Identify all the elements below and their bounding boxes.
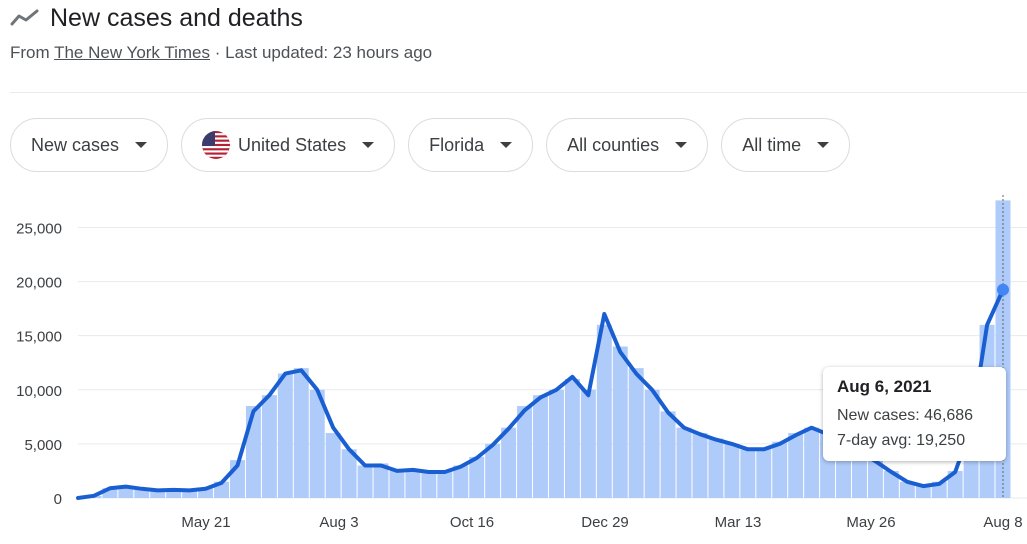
tooltip-date: Aug 6, 2021 (837, 377, 932, 396)
case-bar (245, 406, 261, 498)
case-bar (740, 449, 756, 498)
chevron-down-icon (675, 142, 688, 148)
y-tick-label: 10,000 (16, 383, 62, 400)
metric-dropdown[interactable]: New cases (10, 118, 169, 172)
source-line: From The New York Times · Last updated: … (10, 43, 432, 63)
case-bar (867, 460, 883, 498)
time-range-dropdown[interactable]: All time (721, 118, 851, 172)
case-bar (596, 324, 612, 498)
case-bar (548, 389, 564, 498)
case-bar (261, 395, 277, 498)
chevron-down-icon (817, 142, 830, 148)
case-bar (533, 395, 548, 498)
case-bar (660, 411, 676, 498)
case-bar (373, 463, 389, 498)
trend-line-icon (10, 9, 39, 26)
case-bar (915, 485, 931, 498)
case-bar (134, 489, 150, 498)
case-bar (724, 443, 740, 498)
case-bar (644, 389, 660, 498)
case-bar (182, 490, 198, 498)
case-bar (851, 449, 867, 498)
case-bar (166, 489, 182, 498)
case-bar (692, 433, 708, 498)
x-tick-label: May 26 (846, 514, 895, 531)
state-dropdown-label: Florida (429, 134, 485, 155)
case-bar (357, 465, 373, 498)
title-row: New cases and deaths (10, 0, 1027, 36)
case-bar (341, 449, 357, 498)
country-dropdown[interactable]: United States (181, 118, 396, 172)
source-prefix: From (10, 43, 50, 62)
case-bar (628, 368, 644, 498)
tooltip-avg: 7-day avg: 19,250 (837, 432, 966, 449)
y-tick-label: 5,000 (24, 437, 62, 454)
case-bar (772, 441, 788, 498)
metric-dropdown-label: New cases (31, 134, 120, 155)
case-bar (405, 469, 421, 498)
case-bar (150, 490, 166, 498)
case-bar (883, 470, 899, 498)
case-bar (293, 368, 309, 498)
case-bar (469, 456, 485, 498)
case-bar (756, 448, 772, 498)
case-bar (102, 488, 118, 498)
y-tick-label: 0 (54, 491, 62, 508)
case-bar (804, 427, 820, 498)
hover-dot (997, 283, 1009, 296)
case-bar (676, 427, 692, 498)
x-tick-label: Oct 16 (450, 514, 494, 531)
country-dropdown-label: United States (238, 134, 347, 155)
state-dropdown[interactable]: Florida (408, 118, 534, 172)
x-tick-label: Mar 13 (715, 514, 762, 531)
page-title: New cases and deaths (50, 3, 303, 32)
header: New cases and deaths From The New York T… (10, 0, 1027, 63)
us-flag-icon (202, 131, 231, 159)
case-bar (517, 406, 533, 498)
case-bar (118, 486, 134, 498)
y-tick-label: 20,000 (16, 275, 62, 292)
case-bar (198, 488, 214, 498)
x-tick-label: May 21 (181, 514, 230, 531)
x-tick-label: Aug 3 (319, 514, 358, 531)
divider (10, 92, 1027, 93)
case-bar (580, 389, 596, 498)
case-bar (501, 427, 517, 498)
chart-tooltip: Aug 6, 2021 New cases: 46,686 7-day avg:… (823, 367, 1006, 461)
case-bar (421, 472, 437, 498)
case-bar (564, 378, 580, 498)
case-bar (899, 481, 915, 498)
chevron-down-icon (135, 142, 148, 148)
tooltip-new-cases: New cases: 46,686 (837, 407, 974, 424)
case-bar (788, 433, 804, 498)
county-dropdown-label: All counties (567, 134, 660, 155)
case-bar (708, 438, 724, 498)
case-bar (277, 373, 293, 498)
case-bar (485, 443, 501, 498)
filter-bar: New cases United States Florida All coun… (10, 118, 863, 172)
case-bar (612, 346, 628, 498)
case-bar (947, 470, 963, 498)
y-tick-label: 15,000 (16, 329, 62, 346)
chevron-down-icon (500, 142, 513, 148)
case-bar (453, 465, 469, 498)
case-bar (389, 470, 405, 498)
last-updated: · Last updated: 23 hours ago (214, 43, 433, 62)
source-link[interactable]: The New York Times (54, 43, 210, 62)
county-dropdown[interactable]: All counties (546, 118, 709, 172)
time-range-dropdown-label: All time (742, 134, 802, 155)
y-tick-label: 25,000 (16, 220, 62, 237)
case-bar (437, 470, 453, 498)
case-bar (325, 433, 341, 498)
x-tick-label: Aug 8 (983, 514, 1022, 531)
case-bar (309, 389, 325, 498)
chevron-down-icon (362, 142, 375, 148)
x-tick-label: Dec 29 (581, 514, 629, 531)
